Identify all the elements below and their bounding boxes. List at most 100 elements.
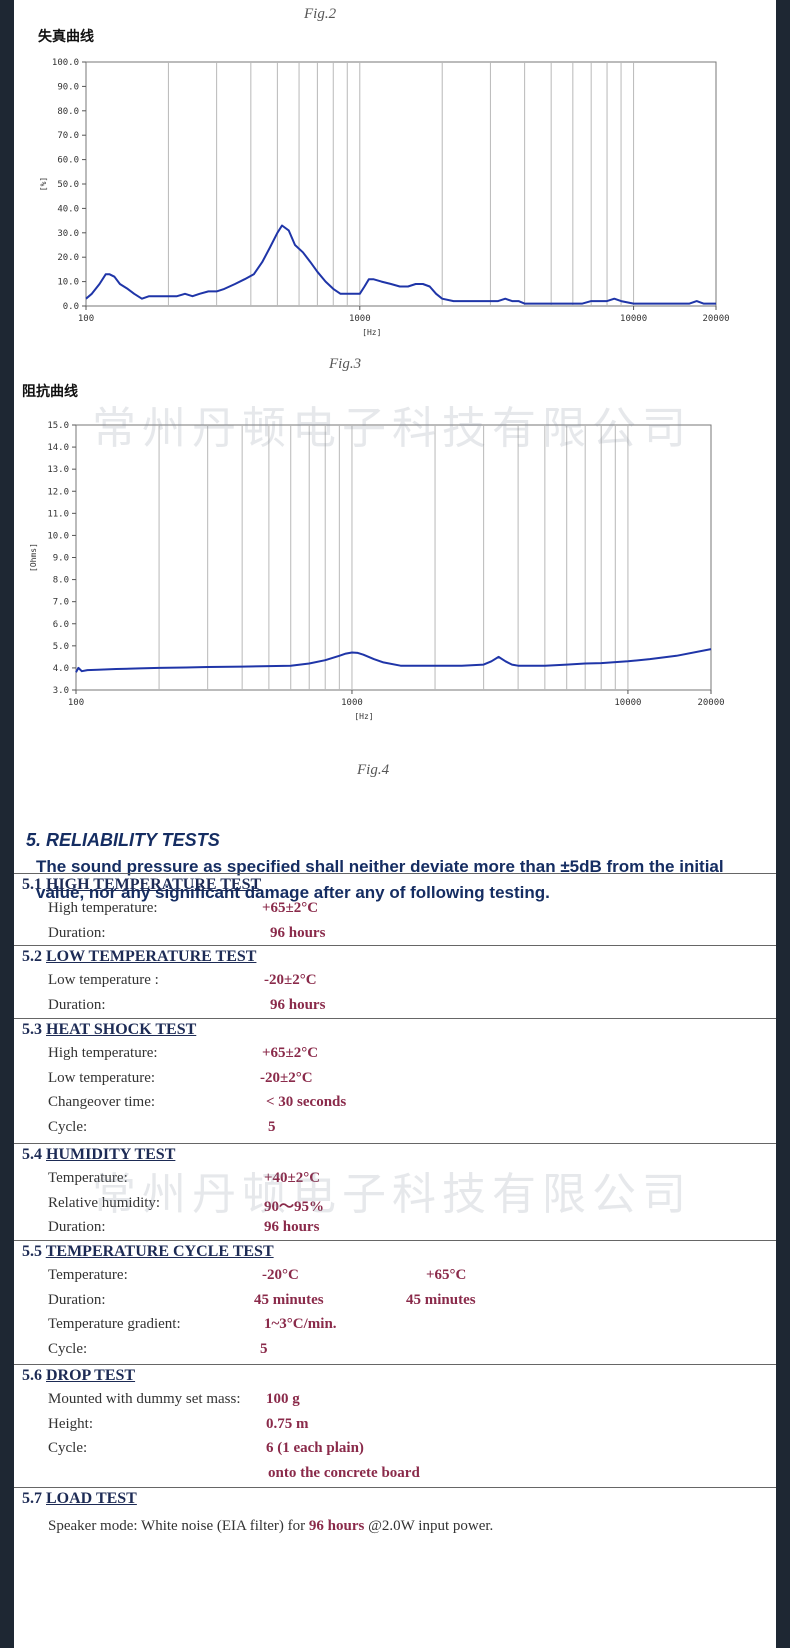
fig4-label: Fig.4: [357, 762, 390, 778]
y-tick-label: 0.0: [63, 302, 79, 312]
test-row: Temperature: -20°C +65°C: [48, 1264, 768, 1289]
y-tick-label: 4.0: [53, 664, 69, 674]
test-row: Duration: 96 hours: [48, 1216, 768, 1241]
impedance-chart-title: 阻抗曲线: [22, 384, 78, 400]
row-label: High temperature:: [48, 1045, 158, 1061]
x-tick-label: 1000: [349, 314, 371, 324]
y-tick-label: 12.0: [47, 487, 69, 497]
load-text-duration: 96 hours: [308, 1518, 365, 1534]
y-tick-label: 10.0: [57, 278, 79, 288]
section-number: 5.4: [22, 1146, 46, 1163]
test-section: 5.7 LOAD TEST Speaker mode: White noise (…: [14, 1487, 776, 1560]
y-tick-label: 80.0: [57, 107, 79, 117]
x-axis-label: [Hz]: [362, 328, 381, 337]
test-row: High temperature: +65±2°C: [48, 1042, 768, 1067]
test-row: Temperature: +40±2°C: [48, 1167, 768, 1192]
test-row: Duration: 45 minutes 45 minutes: [48, 1289, 768, 1314]
y-tick-label: 9.0: [53, 554, 69, 564]
test-section: 5.5 TEMPERATURE CYCLE TEST Temperature: -2…: [14, 1240, 776, 1365]
test-row: Mounted with dummy set mass: 100 g: [48, 1388, 768, 1413]
row-value: 6 (1 each plain): [266, 1440, 364, 1456]
test-section: 5.2 LOW TEMPERATURE TEST Low temperature …: [14, 945, 776, 1019]
row-label: Cycle:: [48, 1340, 88, 1357]
row-value: 96 hours: [264, 1219, 320, 1235]
row-value: 5: [268, 1118, 276, 1135]
section-number: 5.6: [22, 1367, 46, 1384]
row-label: Changeover time:: [48, 1094, 156, 1110]
row-value: -20±2°C: [260, 1069, 313, 1086]
section-heading: 5.2 LOW TEMPERATURE TEST: [22, 948, 256, 966]
section-heading: 5.4 HUMIDITY TEST: [22, 1146, 175, 1164]
y-tick-label: 7.0: [53, 598, 69, 608]
row-label: Duration:: [48, 924, 106, 941]
x-tick-label: 10000: [620, 314, 647, 324]
row-label: Duration:: [48, 1219, 106, 1235]
series-line-0-0: [85, 224, 716, 305]
row-label: Low temperature:: [48, 1069, 156, 1086]
section-number: 5.1: [22, 876, 46, 893]
x-tick-label: 100: [68, 698, 84, 708]
fig3-label: Fig.3: [329, 356, 362, 372]
row-value-2: +65°C: [426, 1267, 467, 1283]
row-value: 1~3°C/min.: [264, 1316, 337, 1332]
y-tick-label: 20.0: [57, 253, 79, 263]
row-label: Temperature gradient:: [48, 1316, 181, 1332]
row-value: < 30 seconds: [266, 1094, 347, 1110]
y-tick-label: 60.0: [57, 156, 79, 166]
test-row: Height: 0.75 m: [48, 1413, 768, 1438]
load-test-text: Speaker mode: White noise (EIA filter) f…: [48, 1518, 493, 1535]
y-tick-label: 5.0: [53, 642, 69, 652]
y-tick-label: 100.0: [52, 58, 79, 68]
section-title: LOAD TEST: [46, 1490, 137, 1507]
row-value: +65±2°C: [262, 900, 319, 916]
plot-area: [85, 61, 717, 307]
test-row: onto the concrete board: [48, 1462, 768, 1487]
row-label: Relative humidity:: [48, 1194, 161, 1211]
y-tick-label: 11.0: [47, 509, 69, 519]
load-text-pre: Speaker mode: White noise (EIA filter) f…: [48, 1518, 309, 1534]
row-label: Low temperature :: [48, 972, 159, 988]
y-tick-label: 3.0: [53, 686, 69, 696]
distortion-chart: 0.0 10.0 20.0 30.0 40.0 50.0 60.0 70.0 80.0 90.0 1…: [39, 58, 730, 337]
test-row: Changeover time: < 30 seconds: [48, 1091, 768, 1116]
test-row: Duration: 96 hours: [48, 922, 768, 947]
section-number: 5.7: [22, 1490, 46, 1507]
x-axis-label: [Hz]: [354, 712, 373, 721]
row-value: 96 hours: [270, 924, 326, 941]
row-value: -20°C: [262, 1267, 299, 1283]
y-tick-label: 10.0: [47, 531, 69, 541]
section-title: DROP TEST: [46, 1367, 136, 1384]
section-heading: 5.1 HIGH TEMPERATURE TEST: [22, 876, 261, 894]
row-label: Mounted with dummy set mass:: [48, 1391, 241, 1407]
test-row: Temperature gradient: 1~3°C/min.: [48, 1313, 768, 1338]
section-title: HEAT SHOCK TEST: [46, 1021, 197, 1038]
y-tick-label: 15.0: [47, 421, 69, 431]
y-axis-label: [%]: [39, 177, 48, 191]
section-heading: 5.7 LOAD TEST: [22, 1490, 137, 1508]
load-text-post: @2.0W input power.: [364, 1518, 494, 1534]
section-heading: 5.6 DROP TEST: [22, 1367, 135, 1385]
x-tick-label: 1000: [341, 698, 363, 708]
row-value: -20±2°C: [264, 972, 317, 988]
y-tick-label: 70.0: [57, 131, 79, 141]
test-row: Relative humidity: 90～95%: [48, 1192, 768, 1217]
distortion-chart-title: 失真曲线: [38, 29, 94, 45]
section-number: 5.3: [22, 1021, 46, 1038]
row-value: 5: [260, 1340, 268, 1357]
test-row: Cycle: 5: [48, 1338, 768, 1363]
test-row: Low temperature : -20±2°C: [48, 969, 768, 994]
row-label: Duration:: [48, 1291, 106, 1308]
y-tick-label: 13.0: [47, 465, 69, 475]
section-title: HIGH TEMPERATURE TEST: [46, 876, 262, 893]
test-row: Cycle: 5: [48, 1116, 768, 1141]
test-section: 5.3 HEAT SHOCK TEST High temperature: +65±…: [14, 1018, 776, 1144]
section-title: TEMPERATURE CYCLE TEST: [45, 1243, 274, 1260]
reliability-intro: The sound pressure as specified shall ne…: [36, 857, 724, 902]
section-number: 5.2: [22, 948, 46, 965]
section-title: LOW TEMPERATURE TEST: [46, 948, 257, 965]
row-value: 90～95%: [264, 1198, 325, 1215]
x-tick-label: 20000: [697, 698, 724, 708]
watermark-top: 常州丹顿电子科技有限公司: [92, 403, 692, 454]
y-tick-label: 40.0: [57, 204, 79, 214]
row-label: High temperature:: [48, 900, 158, 916]
